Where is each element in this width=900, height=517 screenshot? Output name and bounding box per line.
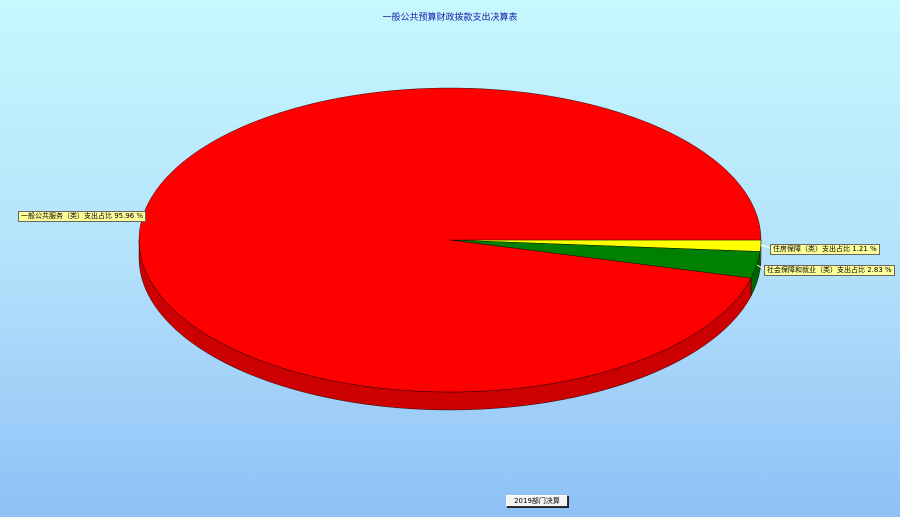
leader-line-0 — [760, 244, 771, 249]
slice-2 — [138, 87, 762, 393]
leader-line-1 — [756, 264, 765, 270]
slice-label-social-security: 社会保障和就业（类）支出占比 2.83 % — [764, 265, 895, 276]
slice-label-housing: 住房保障（类）支出占比 1.21 % — [770, 244, 880, 255]
slice-label-general-public-services: 一般公共服务（类）支出占比 95.96 % — [18, 211, 147, 222]
chart-title: 一般公共预算财政拨款支出决算表 — [382, 13, 518, 23]
department-final-accounts-button[interactable]: 2019部门决算 — [506, 495, 568, 507]
